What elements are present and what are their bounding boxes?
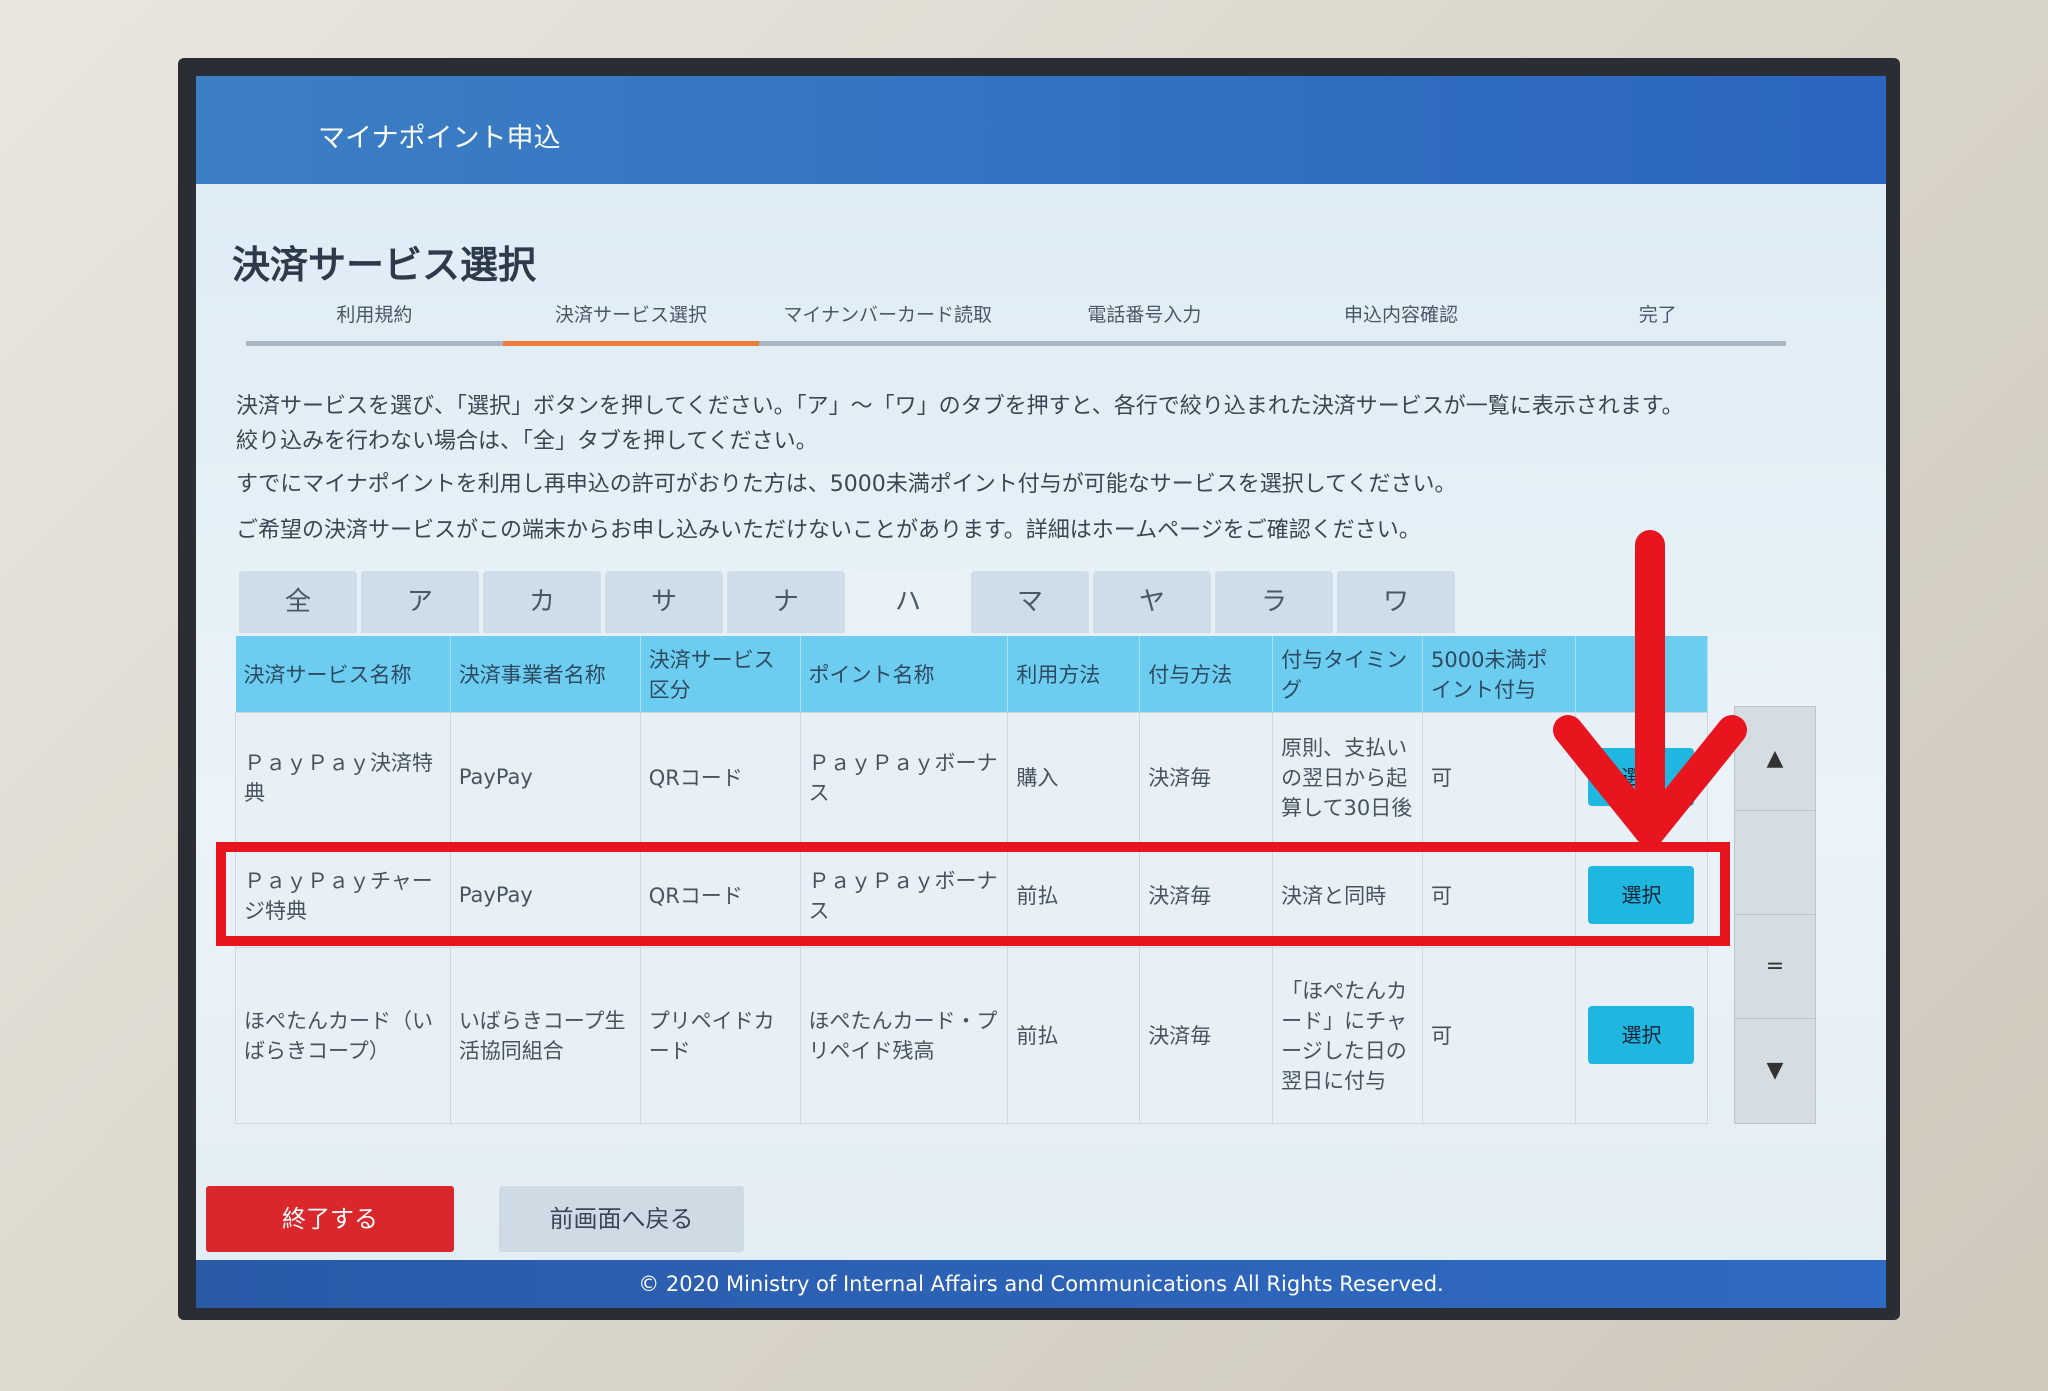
step-complete: 完了 bbox=[1529, 300, 1787, 346]
scroll-down-button[interactable]: ▼ bbox=[1766, 1058, 1784, 1083]
table-cell: 可 bbox=[1422, 946, 1576, 1124]
select-button[interactable]: 選択 bbox=[1588, 1006, 1695, 1064]
table-row: ほぺたんカード（いばらきコープ） いばらきコープ生活協同組合 プリペイドカード ほぺた… bbox=[235, 946, 1709, 1124]
step-phone: 電話番号入力 bbox=[1016, 300, 1273, 346]
table-cell: 購入 bbox=[1007, 711, 1141, 843]
table-cell: 可 bbox=[1422, 841, 1576, 948]
page-title: 決済サービス選択 bbox=[232, 243, 537, 287]
table-cell: ＰａｙＰａｙ決済特典 bbox=[235, 711, 451, 843]
table-cell: ＰａｙＰａｙボーナス bbox=[799, 841, 1009, 948]
step-confirm: 申込内容確認 bbox=[1272, 300, 1530, 346]
instruction-2: 絞り込みを行わない場合は、「全」タブを押してください。 bbox=[236, 429, 818, 454]
progress-steps: 利用規約 決済サービス選択 マイナンバーカード読取 電話番号入力 申込内容確認 … bbox=[246, 300, 1787, 346]
table-cell: ほぺたんカード・プリペイド残高 bbox=[799, 946, 1009, 1124]
tab-9[interactable]: ワ bbox=[1337, 571, 1455, 633]
tab-6[interactable]: マ bbox=[971, 571, 1089, 633]
column-header: 決済事業者名称 bbox=[450, 636, 641, 712]
table-cell: 決済と同時 bbox=[1272, 841, 1424, 948]
tab-1[interactable]: ア bbox=[361, 571, 479, 633]
tab-7[interactable]: ヤ bbox=[1093, 571, 1211, 633]
column-header: 付与タイミング bbox=[1272, 636, 1424, 712]
table-cell: ＰａｙＰａｙチャージ特典 bbox=[235, 841, 451, 948]
table-cell: プリペイドカード bbox=[639, 946, 801, 1124]
table-cell: QRコード bbox=[639, 711, 801, 843]
back-button[interactable]: 前画面へ戻る bbox=[499, 1186, 744, 1252]
down-arrow-annotation bbox=[1553, 530, 1747, 847]
kana-tabs: 全アカサナハマヤラワ bbox=[239, 571, 1455, 633]
column-header: 5000未満ポイント付与 bbox=[1422, 636, 1576, 712]
column-header: 決済サービス区分 bbox=[640, 636, 801, 712]
table-cell: PayPay bbox=[449, 711, 641, 843]
table-cell: 可 bbox=[1422, 711, 1576, 843]
step-card-read: マイナンバーカード読取 bbox=[759, 300, 1017, 346]
tab-0[interactable]: 全 bbox=[239, 571, 357, 633]
app-title: マイナポイント申込 bbox=[318, 123, 561, 154]
end-button[interactable]: 終了する bbox=[206, 1186, 454, 1252]
table-cell: ほぺたんカード（いばらきコープ） bbox=[235, 946, 451, 1124]
table-cell: 原則、支払いの翌日から起算して30日後 bbox=[1272, 711, 1424, 843]
select-button[interactable]: 選択 bbox=[1588, 865, 1695, 924]
table-cell: 決済毎 bbox=[1139, 946, 1274, 1124]
column-header: 利用方法 bbox=[1007, 636, 1141, 712]
instruction-4: ご希望の決済サービスがこの端末からお申し込みいただけないことがあります。詳細はホ… bbox=[236, 518, 1421, 543]
instruction-1: 決済サービスを選び、「選択」ボタンを押してください。「ア」～「ワ」のタブを押すと… bbox=[236, 394, 1684, 419]
table-cell: 前払 bbox=[1007, 946, 1141, 1124]
tab-2[interactable]: カ bbox=[483, 571, 601, 633]
kiosk-screen: マイナポイント申込 決済サービス選択 利用規約 決済サービス選択 マイナンバーカ… bbox=[196, 76, 1886, 1308]
table-cell: ＰａｙＰａｙボーナス bbox=[799, 711, 1009, 843]
table-cell: 決済毎 bbox=[1139, 711, 1274, 843]
service-table: 決済サービス名称 決済事業者名称 決済サービス区分 ポイント名称 利用方法 付与方法 付与タ… bbox=[235, 636, 1709, 1124]
app-header: マイナポイント申込 bbox=[196, 76, 1886, 184]
tab-5[interactable]: ハ bbox=[849, 571, 967, 633]
select-cell: 選択 bbox=[1574, 946, 1709, 1124]
column-header: 決済サービス名称 bbox=[235, 636, 451, 712]
scroll-up-button[interactable]: ▲ bbox=[1735, 707, 1815, 811]
select-cell: 選択 bbox=[1574, 841, 1709, 948]
instruction-3: すでにマイナポイントを利用し再申込の許可がおりた方は、5000未満ポイント付与が… bbox=[236, 472, 1457, 497]
tab-8[interactable]: ラ bbox=[1215, 571, 1333, 633]
table-cell: PayPay bbox=[449, 841, 641, 948]
highlight-box bbox=[216, 842, 1730, 946]
scroll-track[interactable] bbox=[1735, 811, 1815, 915]
table-cell: 「ほぺたんカード」にチャージした日の翌日に付与 bbox=[1272, 946, 1424, 1124]
scroll-thumb[interactable]: = bbox=[1735, 915, 1815, 1019]
step-terms: 利用規約 bbox=[246, 300, 503, 346]
column-header: 付与方法 bbox=[1139, 636, 1274, 712]
column-header: ポイント名称 bbox=[800, 636, 1009, 712]
table-cell: 決済毎 bbox=[1139, 841, 1274, 948]
tab-3[interactable]: サ bbox=[605, 571, 723, 633]
table-row: ＰａｙＰａｙチャージ特典 PayPay QRコード ＰａｙＰａｙボーナス 前払 決済毎 決済… bbox=[235, 841, 1709, 948]
tab-4[interactable]: ナ bbox=[727, 571, 845, 633]
table-cell: いばらきコープ生活協同組合 bbox=[449, 946, 641, 1124]
table-row: ＰａｙＰａｙ決済特典 PayPay QRコード ＰａｙＰａｙボーナス 購入 決済毎 原則、支… bbox=[235, 711, 1709, 843]
table-scrollbar[interactable]: ▲ = ▼ bbox=[1734, 706, 1816, 1124]
table-cell: 前払 bbox=[1007, 841, 1141, 948]
step-service-select: 決済サービス選択 bbox=[502, 300, 760, 346]
footer-copyright: © 2020 Ministry of Internal Affairs and … bbox=[196, 1260, 1886, 1308]
